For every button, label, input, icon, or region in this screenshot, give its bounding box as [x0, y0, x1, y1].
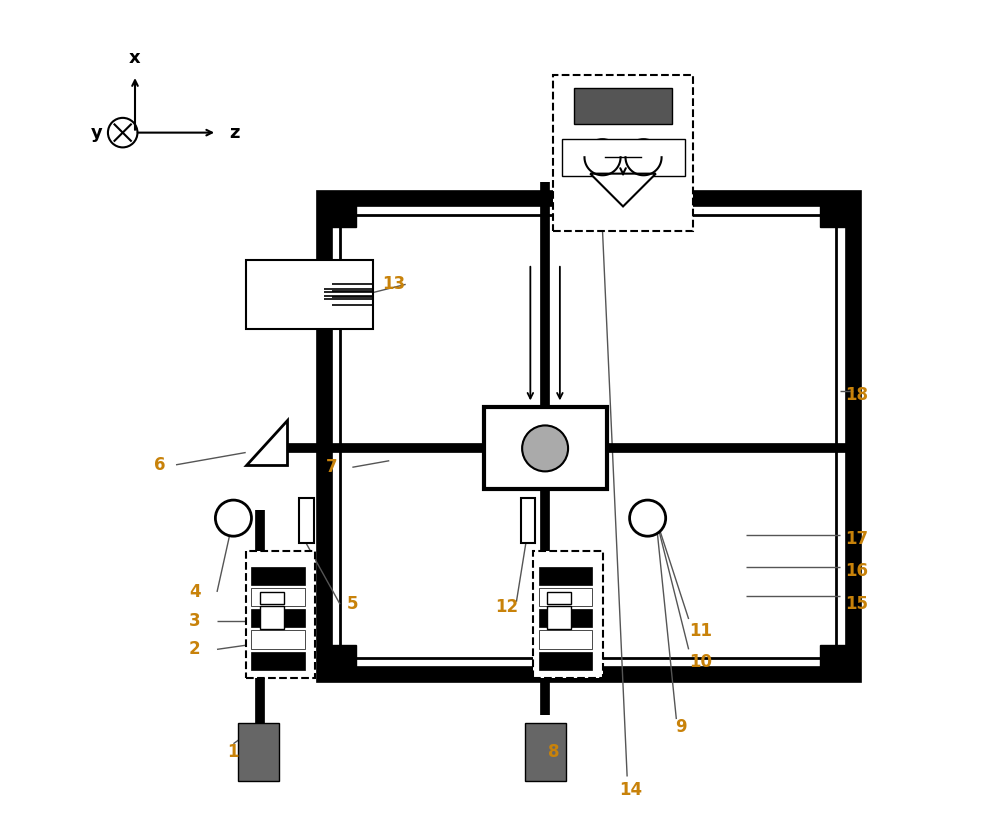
Bar [251, 652, 305, 670]
Bar [238, 723, 279, 780]
Bar [324, 198, 356, 227]
Bar [260, 592, 284, 604]
Text: 16: 16 [845, 562, 868, 580]
Bar [324, 198, 853, 674]
Text: z: z [229, 123, 240, 142]
Bar [539, 609, 592, 627]
Bar [553, 75, 693, 231]
Bar [820, 198, 853, 227]
Bar [251, 566, 305, 584]
Bar [539, 588, 592, 606]
Text: 2: 2 [189, 640, 201, 658]
Circle shape [584, 139, 621, 175]
Bar [251, 630, 305, 649]
Bar [562, 139, 685, 176]
Bar [521, 498, 535, 542]
Text: 5: 5 [347, 595, 358, 613]
Bar [574, 87, 672, 124]
Bar [820, 645, 853, 674]
Text: 6: 6 [154, 456, 165, 474]
Bar [246, 260, 373, 329]
Circle shape [522, 425, 568, 472]
Circle shape [215, 500, 251, 536]
Bar [539, 566, 592, 584]
Bar [251, 609, 305, 627]
Bar [251, 588, 305, 606]
Text: 17: 17 [845, 530, 868, 547]
Circle shape [630, 500, 666, 536]
Text: 4: 4 [189, 583, 201, 601]
Text: 12: 12 [495, 597, 518, 616]
Polygon shape [246, 420, 287, 465]
Text: 7: 7 [326, 458, 338, 477]
Bar [539, 652, 592, 670]
Bar [484, 407, 607, 490]
Text: 8: 8 [548, 743, 559, 761]
Text: x: x [129, 49, 141, 67]
Text: 13: 13 [382, 276, 405, 293]
Text: 14: 14 [620, 782, 643, 799]
Text: y: y [90, 123, 102, 142]
Bar [547, 606, 571, 629]
Text: 18: 18 [845, 386, 868, 404]
Bar [547, 592, 571, 604]
Polygon shape [590, 174, 656, 207]
Text: 9: 9 [675, 718, 686, 737]
Bar [533, 551, 603, 678]
Text: 10: 10 [689, 653, 712, 671]
Bar [246, 551, 315, 678]
Circle shape [625, 139, 662, 175]
Text: 3: 3 [189, 611, 201, 630]
Bar [340, 215, 836, 658]
Text: 11: 11 [689, 622, 712, 640]
Text: 1: 1 [228, 743, 239, 761]
Bar [525, 723, 566, 780]
Bar [324, 645, 356, 674]
Text: 15: 15 [845, 595, 868, 613]
Bar [260, 606, 284, 629]
Bar [299, 498, 314, 542]
Bar [539, 630, 592, 649]
